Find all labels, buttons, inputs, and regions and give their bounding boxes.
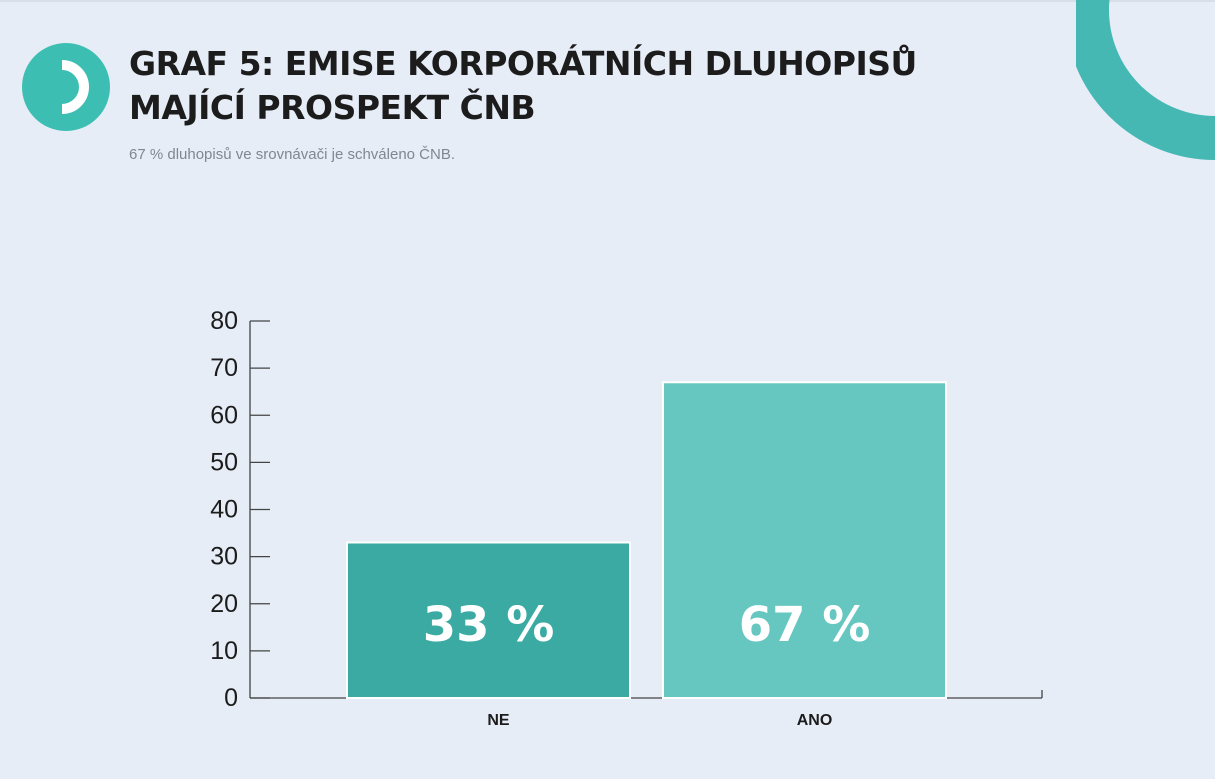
ring-arc-decoration [1076,0,1215,160]
data-label: 67 % [739,597,871,653]
y-tick-label: 50 [210,448,238,476]
y-tick-label: 10 [210,637,238,665]
data-label: 33 % [423,597,555,653]
y-tick-label: 30 [210,543,238,571]
bar-ano [662,381,947,699]
y-tick-label: 20 [210,590,238,618]
x-tick-label: ANO [797,712,833,729]
top-divider [0,0,1215,2]
bar-ne [346,541,631,699]
x-tick-label: NE [487,712,510,729]
y-tick-label: 0 [224,684,238,712]
d-logo-icon [22,43,110,131]
y-tick-label: 60 [210,401,238,429]
y-tick-label: 80 [210,307,238,335]
y-tick-label: 70 [210,354,238,382]
page-title: GRAF 5: EMISE KORPORÁTNÍCH DLUHOPISŮ MAJ… [129,44,917,127]
page-subtitle: 67 % dluhopisů ve srovnávači je schválen… [129,146,456,163]
y-tick-label: 40 [210,496,238,524]
